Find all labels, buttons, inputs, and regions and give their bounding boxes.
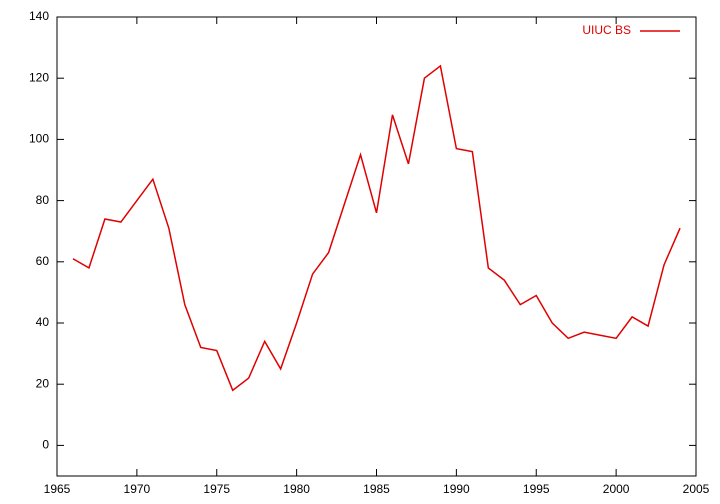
legend-label: UIUC BS: [582, 23, 631, 37]
y-tick-label: 100: [29, 132, 49, 146]
x-tick-label: 2000: [603, 482, 630, 496]
y-tick-label: 40: [36, 315, 50, 329]
y-tick-label: 60: [36, 254, 50, 268]
y-tick-label: 120: [29, 70, 49, 84]
x-tick-label: 1990: [443, 482, 470, 496]
x-tick-label: 1980: [283, 482, 310, 496]
y-tick-label: 140: [29, 9, 49, 23]
y-tick-label: 20: [36, 376, 50, 390]
x-tick-label: 1965: [44, 482, 71, 496]
x-tick-label: 1985: [363, 482, 390, 496]
x-tick-label: 2005: [683, 482, 710, 496]
data-line: [72, 64, 681, 392]
y-tick-label: 0: [42, 438, 49, 452]
y-tick-label: 80: [36, 193, 50, 207]
plot-border: [56, 16, 697, 477]
x-tick-label: 1995: [523, 482, 550, 496]
x-tick-label: 1970: [124, 482, 151, 496]
x-tick-label: 1975: [203, 482, 230, 496]
